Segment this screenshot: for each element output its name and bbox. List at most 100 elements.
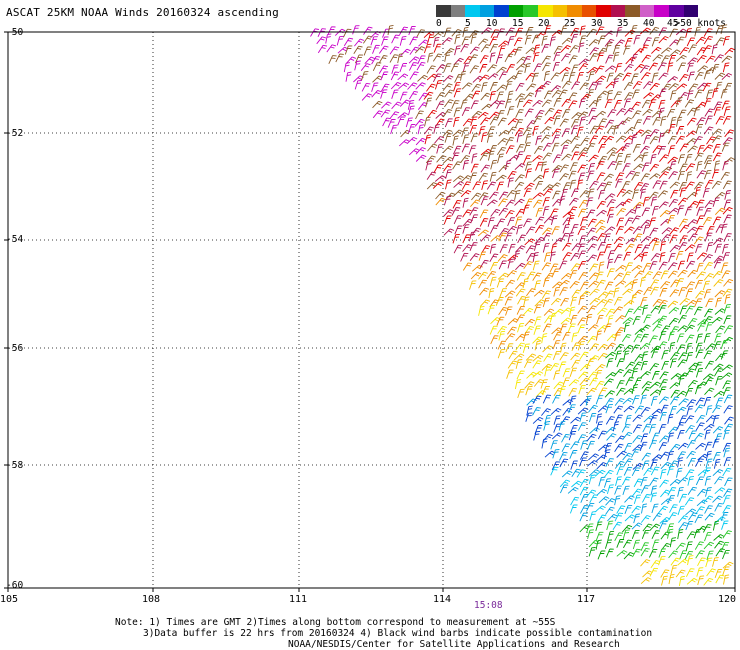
wind-barb [697, 557, 706, 567]
wind-barb [652, 116, 662, 126]
wind-barb [486, 126, 496, 136]
wind-barb [579, 190, 590, 198]
wind-barb [631, 101, 641, 110]
wind-barb [614, 63, 623, 73]
wind-barb [595, 395, 604, 405]
wind-barb [352, 25, 360, 35]
wind-barb [720, 24, 728, 35]
wind-barb [643, 135, 651, 145]
wind-barb [524, 182, 535, 190]
wind-barb [631, 448, 640, 458]
wind-barb [578, 42, 585, 53]
wind-barb [378, 55, 388, 64]
wind-barb [712, 135, 722, 144]
wind-barb [631, 505, 642, 514]
wind-barb [631, 89, 640, 99]
wind-barb [703, 577, 714, 586]
wind-barb [587, 66, 599, 74]
wind-barb [515, 359, 523, 369]
wind-barb [621, 333, 632, 343]
legend-label: 0 [436, 18, 442, 29]
wind-barb [426, 182, 438, 190]
wind-barb [479, 55, 489, 64]
wind-barb [364, 56, 375, 65]
wind-barb [514, 181, 525, 190]
wind-barb [651, 503, 659, 514]
wind-barb [586, 387, 597, 396]
wind-barb [649, 567, 659, 577]
wind-barb [711, 317, 723, 324]
wind-barb [724, 129, 735, 138]
wind-barb [649, 477, 659, 486]
wind-barb [508, 350, 518, 360]
wind-barb [712, 270, 723, 279]
legend-color-bar [436, 5, 699, 17]
wind-barb [679, 224, 690, 233]
wind-barb [470, 271, 482, 280]
wind-barb [614, 39, 625, 47]
wind-barb [462, 118, 473, 127]
wind-barb [651, 530, 660, 539]
wind-barb [633, 233, 643, 242]
wind-barb [452, 145, 462, 155]
wind-barb [614, 460, 625, 469]
wind-barb [571, 112, 582, 120]
wind-barb [469, 46, 480, 55]
wind-barb [588, 39, 600, 47]
wind-barb [722, 550, 730, 560]
wind-barb [579, 116, 586, 127]
wind-barb [417, 55, 426, 65]
wind-barb [649, 227, 659, 237]
wind-barb [544, 366, 551, 377]
wind-barb [642, 304, 649, 315]
wind-barb [541, 290, 551, 299]
wind-barb [675, 542, 686, 551]
wind-barb [391, 34, 400, 44]
wind-barb [622, 344, 634, 353]
wind-barb [722, 467, 732, 477]
wind-barb [675, 278, 685, 287]
wind-barb [452, 129, 464, 137]
wind-barb [676, 344, 686, 353]
wind-barb [697, 575, 705, 586]
wind-barb [517, 296, 526, 305]
wind-barb [660, 234, 671, 242]
wind-barb [624, 217, 634, 227]
wind-barb [713, 106, 722, 116]
wind-barb [677, 171, 686, 181]
wind-barb [336, 35, 344, 46]
wind-barb [505, 279, 516, 288]
legend-swatch [581, 5, 597, 17]
wind-barb [553, 308, 564, 316]
wind-barb [714, 72, 726, 80]
wind-barb [559, 479, 571, 488]
wind-barb [648, 335, 658, 344]
wind-barb [658, 442, 668, 451]
wind-barb [460, 70, 467, 81]
wind-barb [561, 470, 573, 478]
wind-barb [657, 341, 668, 350]
wind-barb [499, 227, 509, 237]
wind-barb [625, 361, 636, 370]
wind-barb [570, 352, 581, 361]
wind-barb [678, 287, 686, 297]
wind-barb [559, 484, 569, 494]
wind-barb [505, 159, 512, 171]
wind-barb [522, 343, 530, 354]
wind-barb [559, 287, 568, 296]
wind-barb [544, 107, 555, 116]
wind-barb [589, 135, 599, 144]
wind-barb [577, 226, 586, 235]
wind-barb [524, 318, 535, 327]
wind-barb [328, 55, 337, 64]
wind-barb [686, 450, 696, 459]
wind-barb [703, 316, 713, 325]
wind-barb [549, 312, 557, 323]
wind-barb [651, 46, 662, 54]
wind-barb [514, 190, 521, 200]
wind-barb [558, 89, 568, 98]
wind-barb [405, 117, 413, 128]
wind-barb [595, 26, 605, 36]
wind-barb [399, 99, 411, 107]
wind-barb [532, 251, 539, 263]
